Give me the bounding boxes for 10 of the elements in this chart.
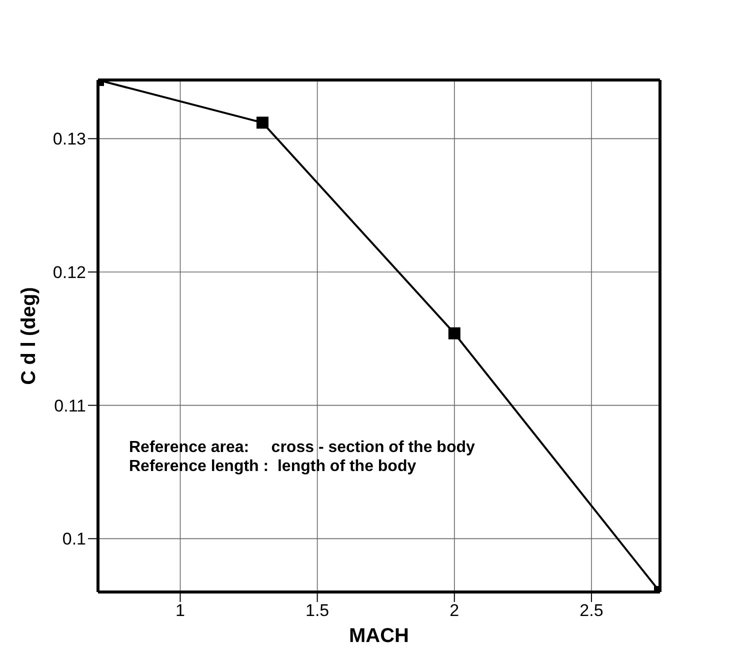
y-tick-label: 0.12 [52,263,86,282]
x-tick-label: 1 [176,601,185,620]
y-tick-label: 0.13 [52,130,86,149]
y-tick-label: 0.1 [62,530,86,549]
x-tick-label: 2 [450,601,460,620]
y-axis-title: C d l (deg) [18,287,40,385]
x-axis-title: MACH [349,625,409,647]
x-tick-label: 1.5 [305,601,330,620]
x-tick-label: 2.5 [580,601,604,620]
y-tick-label: 0.11 [54,396,86,416]
